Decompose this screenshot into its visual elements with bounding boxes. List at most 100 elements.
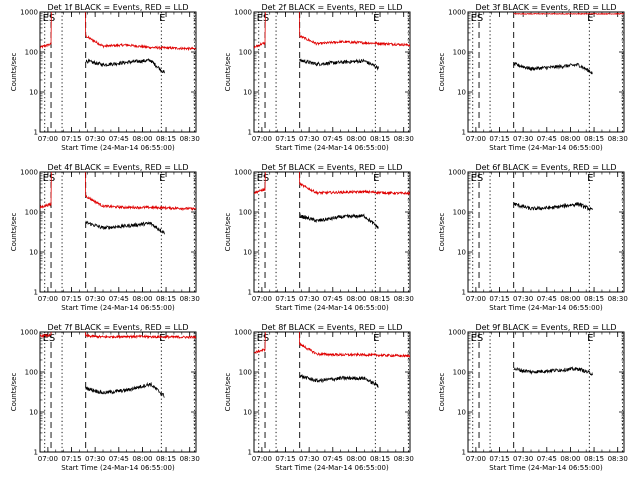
- panel-6: Det 6f BLACK = Events, RED = LLD 1 10 100 10…: [438, 163, 628, 312]
- y-tick-label: 1000: [448, 329, 466, 337]
- y-tick-label: 1: [248, 449, 252, 457]
- x-tick-label: 07:30: [299, 295, 319, 303]
- y-axis-label: Counts/sec: [438, 53, 446, 92]
- x-tick-label: 08:00: [346, 135, 366, 143]
- panel-title: Det 4f BLACK = Events, RED = LLD: [47, 163, 188, 172]
- x-tick-label: 07:00: [38, 295, 58, 303]
- x-tick-label: 08:15: [156, 295, 176, 303]
- x-tick-label: 08:15: [584, 455, 604, 463]
- event-marker-label: E: [159, 333, 165, 344]
- plot-frame: [253, 171, 411, 293]
- x-tick-label: 08:00: [346, 295, 366, 303]
- event-marker-label: E: [471, 173, 477, 184]
- panel-9: Det 9f BLACK = Events, RED = LLD 1 10 100 10…: [438, 323, 628, 472]
- panel-2: Det 2f BLACK = Events, RED = LLD 1 10 100 10…: [224, 3, 414, 152]
- event-marker-label: E: [159, 173, 165, 184]
- x-tick-label: 08:30: [180, 295, 200, 303]
- x-tick-label: 07:00: [252, 135, 272, 143]
- y-axis-label: Counts/sec: [224, 53, 232, 92]
- x-tick-label: 07:15: [275, 455, 295, 463]
- y-tick-label: 10: [29, 409, 38, 417]
- panel-title: Det 5f BLACK = Events, RED = LLD: [261, 163, 402, 172]
- x-tick-label: 08:30: [180, 455, 200, 463]
- plot-frame: [39, 171, 197, 293]
- event-marker-label: E: [373, 13, 379, 24]
- events-series-line: [513, 366, 593, 376]
- plot-frame: [467, 11, 625, 133]
- x-tick-label: 07:00: [252, 295, 272, 303]
- x-axis-label: Start Time (24-Mar-14 06:55:00): [275, 304, 389, 312]
- x-tick-label: 07:15: [275, 135, 295, 143]
- x-tick-label: 08:00: [132, 135, 152, 143]
- plot-frame: [467, 171, 625, 293]
- x-axis-label: Start Time (24-Mar-14 06:55:00): [275, 464, 389, 472]
- event-marker-label: E: [43, 333, 49, 344]
- panel-title: Det 7f BLACK = Events, RED = LLD: [47, 323, 188, 332]
- y-tick-label: 1: [462, 289, 466, 297]
- x-axis-label: Start Time (24-Mar-14 06:55:00): [489, 464, 603, 472]
- x-tick-label: 07:45: [537, 455, 557, 463]
- x-tick-label: 07:00: [38, 135, 58, 143]
- y-tick-label: 10: [457, 409, 466, 417]
- event-marker-label: S: [477, 13, 483, 24]
- y-axis-label: Counts/sec: [10, 373, 18, 412]
- lld-series-line: [254, 332, 410, 358]
- x-tick-label: 07:30: [299, 455, 319, 463]
- panel-8: Det 8f BLACK = Events, RED = LLD 1 10 100 10…: [224, 323, 414, 472]
- x-tick-label: 08:15: [370, 455, 390, 463]
- event-marker-label: E: [587, 333, 593, 344]
- x-tick-label: 08:00: [346, 455, 366, 463]
- y-axis-label: Counts/sec: [224, 373, 232, 412]
- panel-7: Det 7f BLACK = Events, RED = LLD 1 10 100 10…: [10, 323, 200, 472]
- lld-series-line: [40, 172, 196, 211]
- lld-series-line: [513, 12, 624, 16]
- events-series-line: [85, 58, 165, 74]
- x-tick-label: 07:45: [537, 295, 557, 303]
- x-tick-label: 08:15: [584, 135, 604, 143]
- x-tick-label: 07:00: [466, 135, 486, 143]
- y-tick-label: 100: [239, 49, 252, 57]
- x-tick-label: 08:15: [156, 455, 176, 463]
- x-tick-label: 08:15: [370, 135, 390, 143]
- y-tick-label: 1: [462, 129, 466, 137]
- event-marker-label: S: [49, 13, 55, 24]
- y-tick-label: 1000: [448, 169, 466, 177]
- plot-frame: [39, 11, 197, 133]
- y-tick-label: 1000: [234, 169, 252, 177]
- x-tick-label: 07:45: [323, 135, 343, 143]
- panel-3: Det 3f BLACK = Events, RED = LLD 1 10 100 10…: [438, 3, 628, 152]
- x-tick-label: 07:00: [38, 455, 58, 463]
- y-tick-label: 10: [457, 249, 466, 257]
- x-tick-label: 07:15: [489, 295, 509, 303]
- event-marker-label: E: [257, 13, 263, 24]
- panel-5: Det 5f BLACK = Events, RED = LLD 1 10 100 10…: [224, 163, 414, 312]
- event-marker-label: E: [471, 333, 477, 344]
- x-tick-label: 07:45: [323, 455, 343, 463]
- x-tick-label: 07:30: [513, 135, 533, 143]
- events-series-line: [299, 58, 379, 71]
- y-tick-label: 100: [453, 369, 466, 377]
- y-tick-label: 1: [248, 129, 252, 137]
- plot-frame: [253, 11, 411, 133]
- lld-series-line: [40, 12, 196, 52]
- x-tick-label: 07:15: [61, 295, 81, 303]
- y-tick-label: 1: [462, 449, 466, 457]
- events-series-line: [85, 381, 165, 398]
- panel-title: Det 9f BLACK = Events, RED = LLD: [475, 323, 616, 332]
- y-tick-label: 100: [453, 49, 466, 57]
- y-tick-label: 1000: [20, 169, 38, 177]
- events-series-line: [299, 213, 379, 229]
- event-marker-label: S: [49, 173, 55, 184]
- events-series-line: [513, 201, 593, 212]
- y-tick-label: 1: [34, 129, 38, 137]
- event-marker-label: E: [587, 173, 593, 184]
- y-tick-label: 1: [248, 289, 252, 297]
- x-tick-label: 07:45: [109, 455, 129, 463]
- x-tick-label: 07:15: [61, 455, 81, 463]
- event-marker-label: E: [257, 173, 263, 184]
- x-axis-label: Start Time (24-Mar-14 06:55:00): [489, 304, 603, 312]
- x-tick-label: 07:30: [85, 295, 105, 303]
- events-series-line: [513, 62, 593, 75]
- x-tick-label: 07:30: [513, 455, 533, 463]
- y-tick-label: 100: [239, 209, 252, 217]
